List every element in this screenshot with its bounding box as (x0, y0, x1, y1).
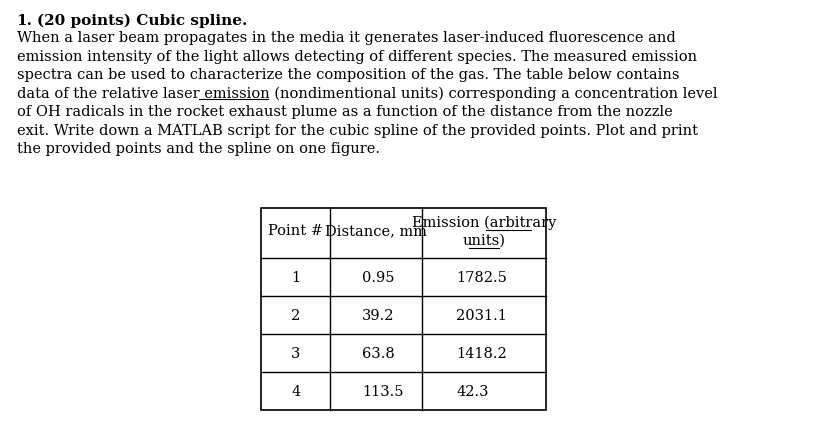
Text: 4: 4 (292, 384, 301, 398)
Text: units): units) (462, 233, 506, 248)
Text: Emission (arbitrary: Emission (arbitrary (412, 215, 556, 230)
Bar (262, 208, 546, 410)
Text: 39.2: 39.2 (362, 308, 395, 322)
Text: 2031.1: 2031.1 (456, 308, 507, 322)
Text: 113.5: 113.5 (362, 384, 404, 398)
Text: of OH radicals in the rocket exhaust plume as a function of the distance from th: of OH radicals in the rocket exhaust plu… (17, 105, 672, 119)
Text: 42.3: 42.3 (456, 384, 489, 398)
Text: When a laser beam propagates in the media it generates laser-induced fluorescenc: When a laser beam propagates in the medi… (17, 31, 676, 45)
Text: emission intensity of the light allows detecting of different species. The measu: emission intensity of the light allows d… (17, 49, 696, 63)
Text: data of the relative laser emission (nondimentional units) corresponding a conce: data of the relative laser emission (non… (17, 86, 717, 101)
Text: data of the relative laser emission (nondimentional units) corresponding a conce: data of the relative laser emission (non… (17, 86, 717, 101)
Text: exit. Write down a MATLAB script for the cubic spline of the provided points. Pl: exit. Write down a MATLAB script for the… (17, 123, 697, 137)
Text: spectra can be used to characterize the composition of the gas. The table below : spectra can be used to characterize the … (17, 68, 679, 82)
Text: 0.95: 0.95 (362, 271, 395, 284)
Text: 1418.2: 1418.2 (456, 346, 507, 360)
Text: 1782.5: 1782.5 (456, 271, 507, 284)
Text: Point #: Point # (268, 224, 323, 237)
Text: 1.: 1. (17, 14, 32, 28)
Text: 1: 1 (292, 271, 301, 284)
Text: 63.8: 63.8 (362, 346, 395, 360)
Text: 3: 3 (292, 346, 301, 360)
Text: 2: 2 (292, 308, 301, 322)
Text: the provided points and the spline on one figure.: the provided points and the spline on on… (17, 142, 380, 155)
Text: (20 points) Cubic spline.: (20 points) Cubic spline. (37, 14, 247, 28)
Text: Distance, mm: Distance, mm (325, 224, 427, 237)
